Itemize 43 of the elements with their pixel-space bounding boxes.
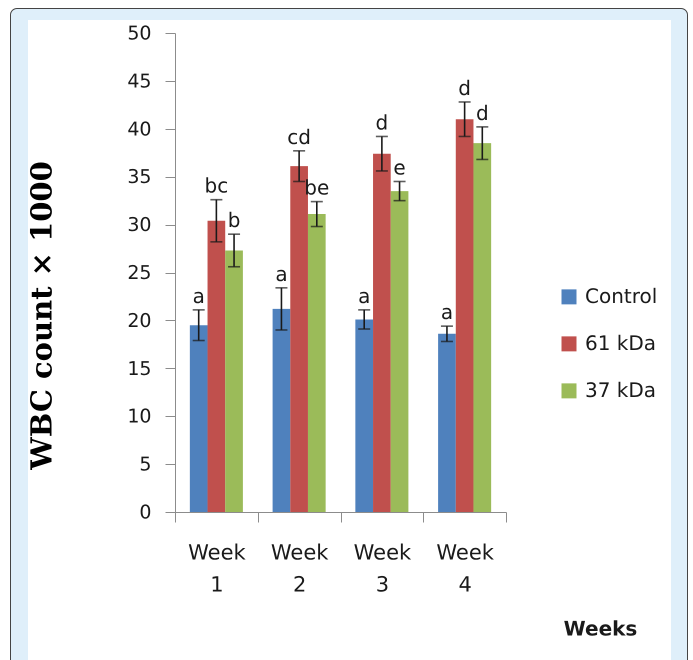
bar	[190, 325, 208, 512]
legend-label: Control	[585, 284, 658, 308]
legend-label: 37 kDa	[585, 378, 656, 402]
y-axis-title: WBC count × 1000	[24, 161, 58, 471]
data-label: d	[376, 110, 388, 134]
bar	[308, 214, 326, 512]
y-tick-label: 5	[139, 454, 152, 476]
bar	[225, 250, 243, 512]
data-label: e	[393, 155, 406, 180]
bar	[272, 308, 290, 512]
y-tick-label: 45	[127, 70, 152, 92]
x-tick-label: Week 2	[270, 540, 330, 596]
bar	[456, 119, 474, 512]
y-tick-label: 15	[127, 358, 152, 380]
bar	[208, 220, 226, 512]
bar	[355, 319, 374, 512]
legend-label: 61 kDa	[585, 330, 656, 355]
data-label: b	[228, 208, 240, 232]
data-label: d	[476, 100, 489, 125]
y-tick-label: 10	[127, 406, 152, 428]
y-tick-label: 25	[127, 262, 152, 284]
data-label: a	[440, 300, 454, 324]
x-axis-title: Weeks	[564, 616, 638, 640]
y-tick-label: 50	[127, 22, 152, 44]
bar	[373, 154, 391, 512]
data-label: d	[458, 76, 471, 100]
bar	[390, 191, 408, 512]
bar	[290, 166, 308, 512]
y-tick-label: 20	[127, 310, 152, 332]
x-tick-label: Week 4	[436, 540, 495, 596]
data-label: a	[358, 284, 370, 308]
y-tick-label: 35	[127, 166, 152, 188]
y-tick-label: 30	[127, 214, 152, 236]
bar	[473, 143, 492, 512]
data-label: cd	[287, 124, 311, 149]
x-tick-label: Week 1	[188, 540, 246, 596]
y-tick-label: 40	[127, 118, 152, 140]
y-tick-label: 0	[139, 502, 152, 524]
bar	[438, 334, 456, 512]
data-label: bc	[204, 174, 228, 198]
data-label: a	[192, 284, 205, 308]
x-tick-label: Week 3	[354, 540, 412, 596]
data-label: a	[275, 262, 288, 286]
